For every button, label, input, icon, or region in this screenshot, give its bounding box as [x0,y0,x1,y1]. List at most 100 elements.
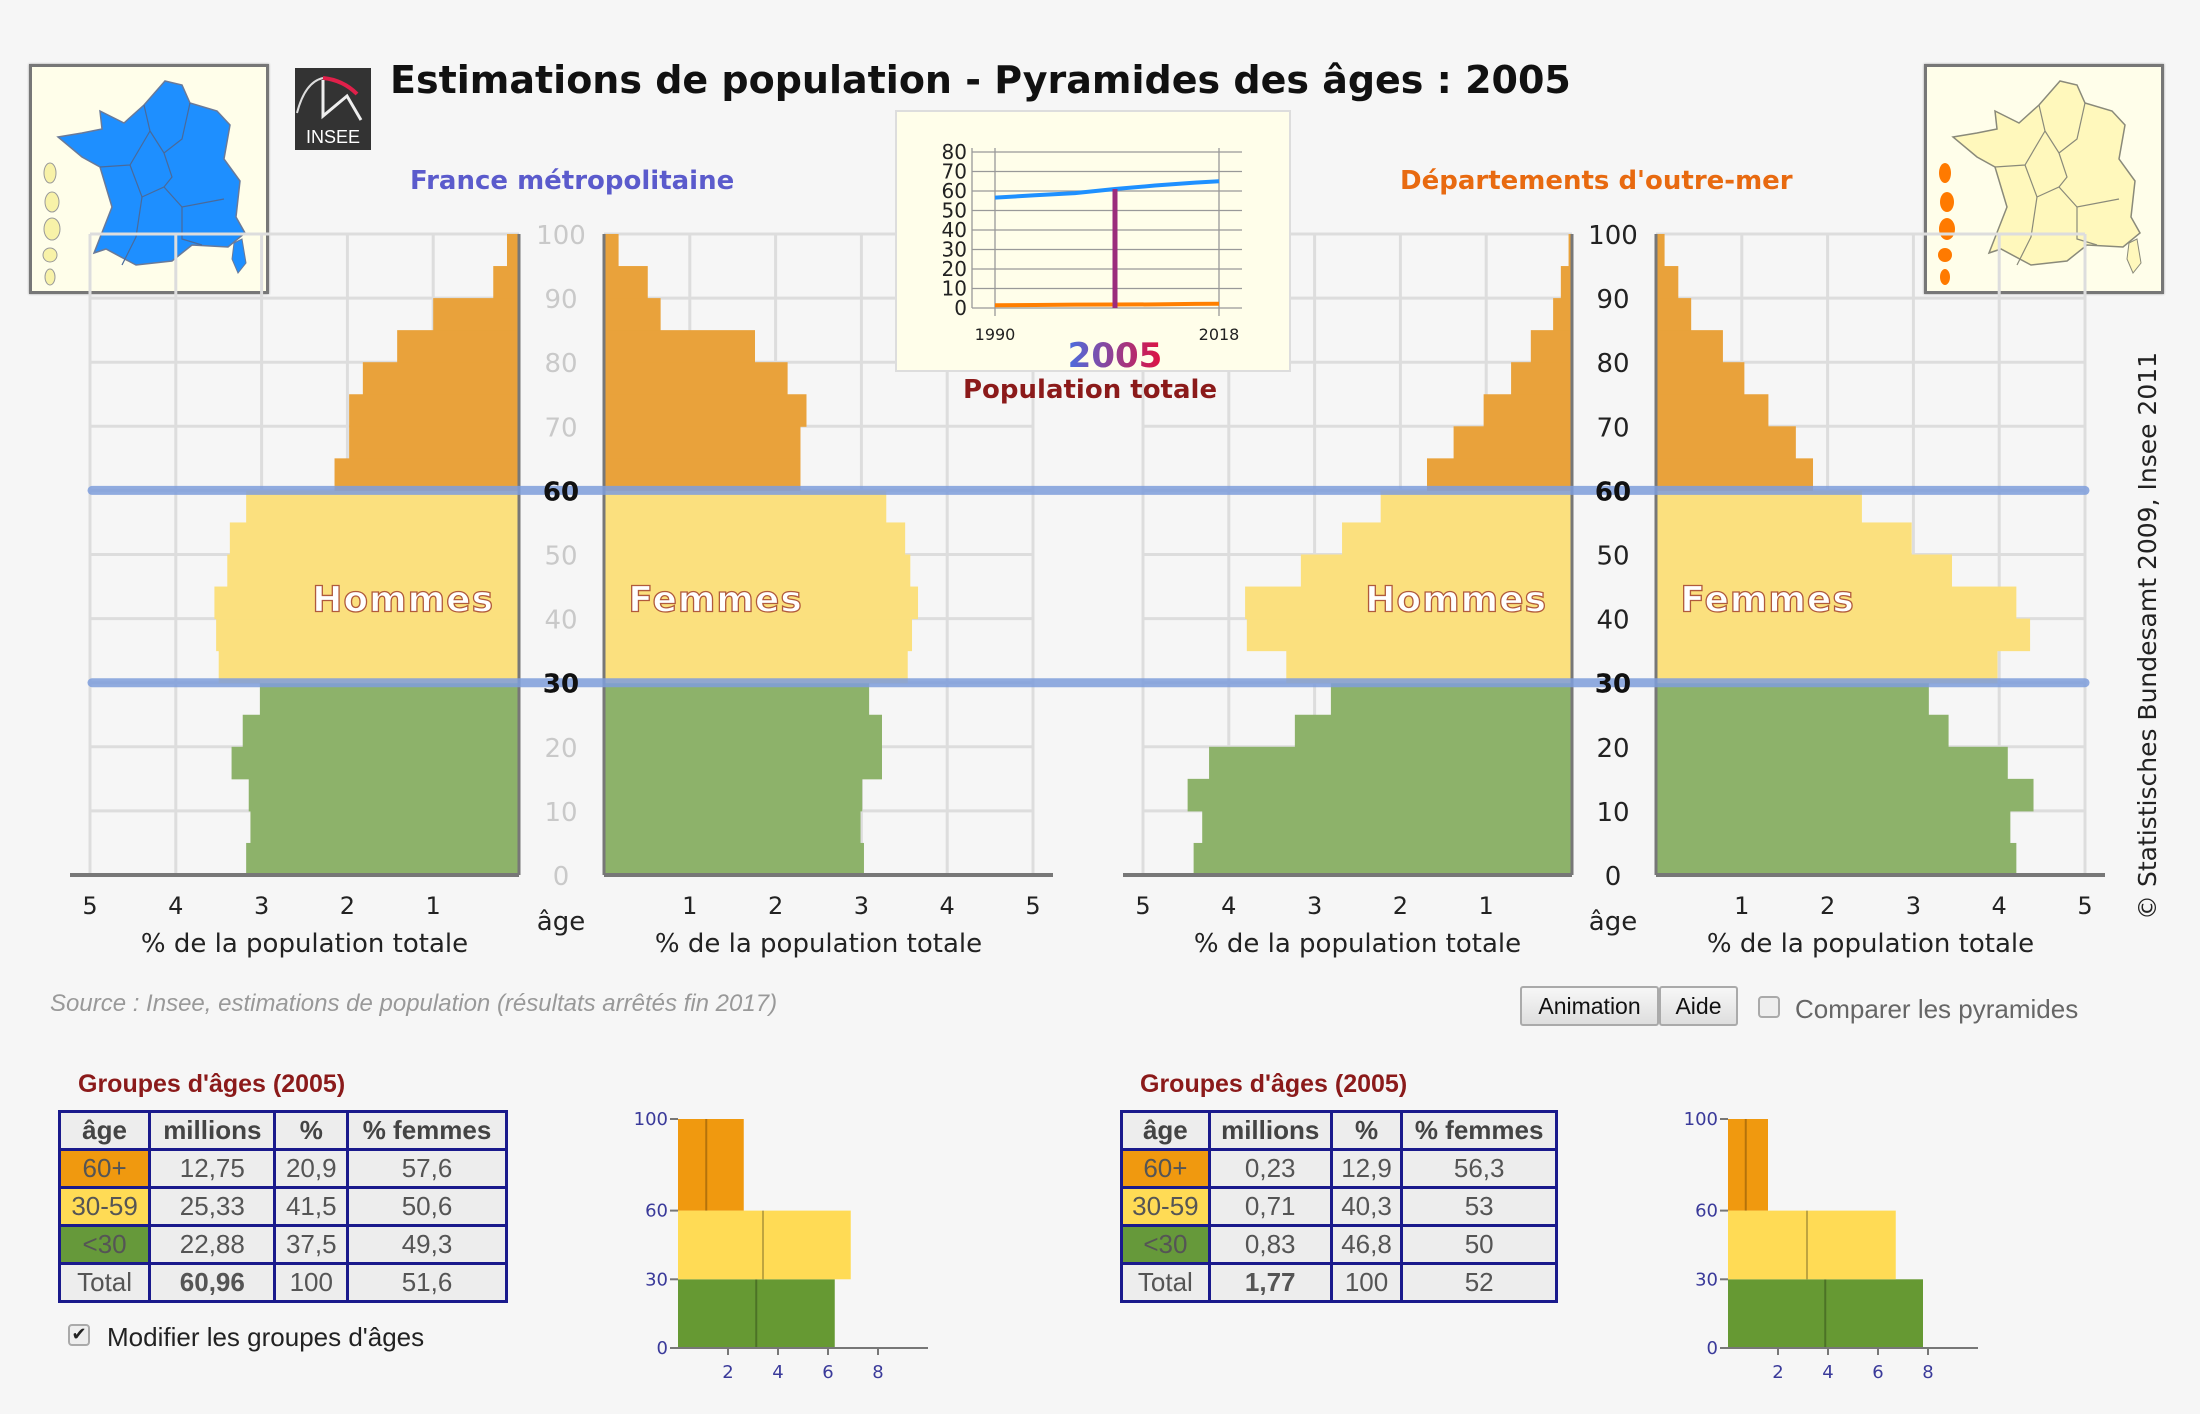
right-age-group-chart: 0 30 60 100 2 4 6 8 [1684,1109,1978,1383]
col-header: millions [1207,1110,1333,1151]
pyramid-bar [1656,266,1679,299]
pyramid-bar [250,810,520,844]
age-boundary-label: 30 [543,670,579,700]
inset-y-tick: 10 [942,277,967,301]
women-label: Femmes [1680,579,1854,620]
pyramid-bar [1193,842,1572,876]
animation-button[interactable]: Animation [1520,986,1659,1026]
map-france-metropolitaine[interactable] [29,64,269,294]
mini-y-tick-label: 0 [657,1338,668,1359]
pyramid-bar [604,714,882,748]
age-axis-label: âge [537,907,585,937]
x-tick-label: 3 [254,892,269,920]
pyramid-bar [1560,266,1572,299]
cell: 52 [1400,1262,1558,1303]
x-tick-label: 2 [1393,892,1408,920]
pyramid-bar [216,618,519,652]
pyramid-bar [1202,810,1572,844]
right-region-title: Départements d'outre-mer [1400,166,1793,196]
age-tick-label: 100 [1588,221,1638,251]
total-label: Total [57,1262,152,1303]
pyramid-bar [506,234,519,267]
left-region-title: France métropolitaine [410,166,735,196]
x-tick-label: 3 [1906,892,1921,920]
pyramid-bar [604,554,911,588]
men-label: Hommes [1365,579,1547,620]
age-group-bar [678,1119,744,1211]
mini-y-tick-label: 100 [634,1109,668,1130]
inset-title: Population totale [963,375,1218,405]
pyramid-bar [1656,426,1796,459]
pyramid-bar [362,362,519,395]
age-tick-label: 90 [1596,285,1629,315]
table-row: 30-59 25,33 41,5 50,6 [57,1186,508,1227]
page-title: Estimations de population - Pyramides de… [390,58,1571,102]
pyramid-bar [493,266,519,299]
age-cell: 60+ [57,1148,152,1189]
cell: 22,88 [148,1224,277,1265]
compare-checkbox[interactable] [1758,996,1780,1018]
right-age-groups-table: âge millions%% femmes 60+ 0,23 12,9 56,3 30-… [1120,1110,1558,1303]
mini-y-tick-label: 30 [645,1269,668,1290]
pyramid-bar [604,266,648,299]
x-axis-label: % de la population totale [1194,929,1521,959]
pyramid-bar [1246,618,1572,652]
population-total-inset[interactable]: 0 10 20 30 40 50 60 70 80 1990 2018 2005 [895,110,1291,376]
cell: 53 [1400,1186,1558,1227]
pyramid-bar [604,650,908,684]
mini-x-tick-label: 8 [872,1362,883,1383]
mini-x-tick-label: 4 [772,1362,783,1383]
france-map-icon [42,80,247,286]
pyramid-bar [1286,650,1572,684]
age-axis-label: âge [1589,907,1637,937]
mini-y-tick-label: 60 [1695,1201,1718,1222]
inset-y-tick: 40 [942,218,967,242]
pyramid-bar [604,234,619,267]
pyramid-bar [1380,490,1572,523]
pyramid-bar [229,522,519,555]
col-header: % [1329,1110,1404,1151]
women-label: Femmes [628,579,802,620]
copyright: © Statistisches Bundesamt 2009, Insee 20… [2133,351,2162,920]
pyramid-bar [604,490,887,523]
mini-y-tick-label: 60 [645,1201,668,1222]
pyramid-bar [604,330,756,363]
modify-checkbox[interactable]: ✔ [68,1324,90,1346]
age-cell: <30 [57,1224,152,1265]
cell: 12,9 [1329,1148,1404,1189]
age-boundary-label: 60 [543,477,579,507]
x-tick-label: 5 [82,892,97,920]
x-axis-label: % de la population totale [655,929,982,959]
age-group-bar [678,1279,835,1348]
help-button[interactable]: Aide [1659,986,1738,1026]
x-tick-label: 1 [426,892,441,920]
pyramid-bar [1656,490,1862,523]
cell: 1,77 [1207,1262,1333,1303]
cell: 100 [1329,1262,1404,1303]
x-tick-label: 3 [1307,892,1322,920]
pyramid-bar [218,650,519,684]
map-dom[interactable] [1924,64,2164,294]
inset-y-tick: 60 [942,179,967,203]
x-tick-label: 2 [340,892,355,920]
mini-y-tick-label: 0 [1707,1338,1718,1359]
inset-y-tick: 0 [954,296,967,320]
table-row: <30 0,83 46,8 50 [1120,1224,1558,1265]
pyramid-bar [1300,554,1572,588]
col-header: millions [148,1110,277,1151]
age-tick-label: 10 [1596,798,1629,828]
inset-x-tick: 2018 [1199,325,1240,344]
pyramid-bar [1656,298,1692,331]
pyramid-bar [214,586,519,620]
x-tick-label: 1 [1734,892,1749,920]
mini-y-tick-label: 100 [1684,1109,1718,1130]
pyramid-bar [1426,458,1572,491]
age-tick-label: 90 [544,285,577,315]
pyramid-bar [1187,778,1572,812]
pyramid-bar [1530,330,1572,363]
x-tick-label: 4 [168,892,183,920]
pyramid-bar [1656,682,1929,716]
age-cell: 30-59 [1120,1186,1211,1227]
